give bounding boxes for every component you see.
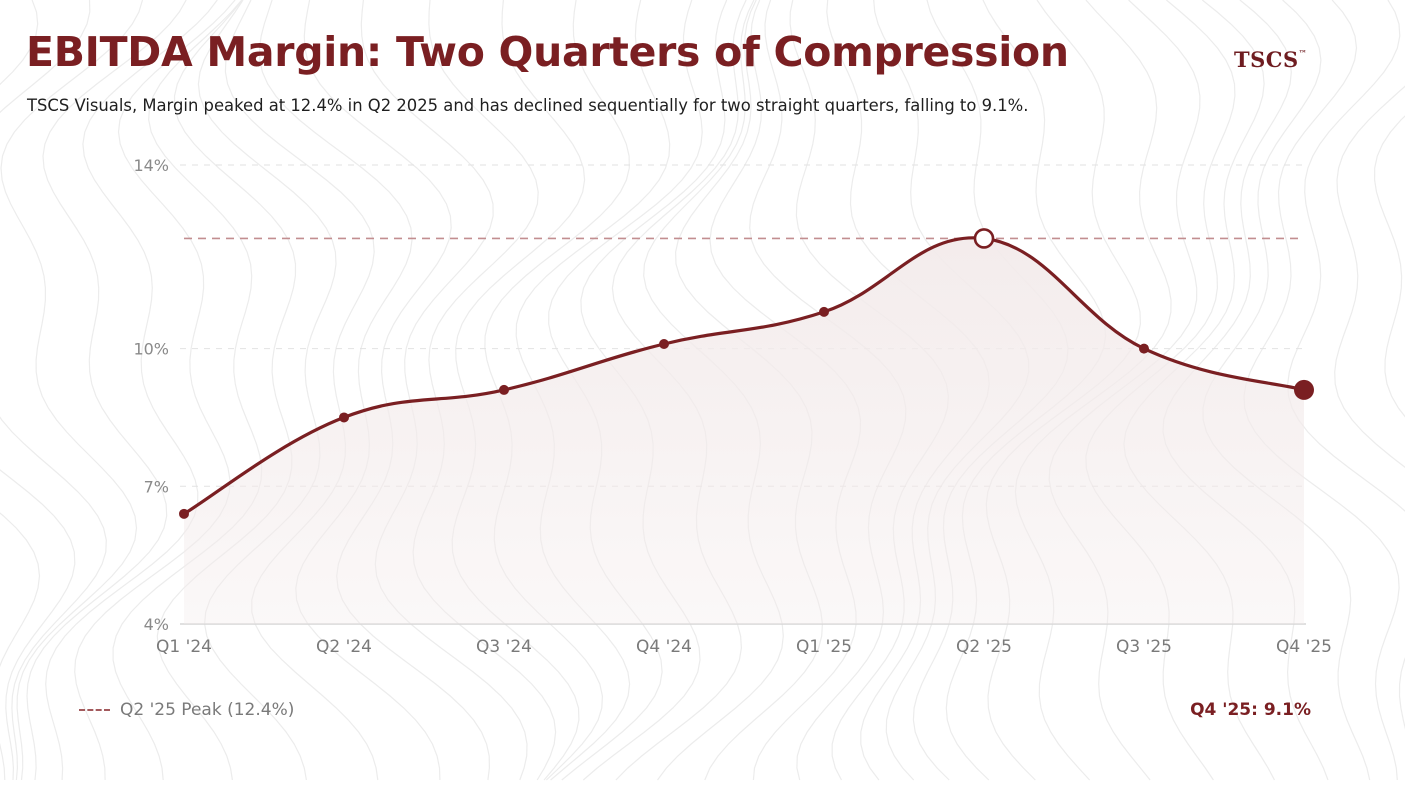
logo-text: TSCS <box>1234 47 1299 72</box>
x-tick-label-7: Q4 '25 <box>1276 637 1332 657</box>
data-point-1 <box>339 412 349 423</box>
x-tick-label-3: Q4 '24 <box>636 637 692 657</box>
trademark-mark: ™ <box>1298 48 1308 58</box>
latest-value-callout: Q4 '25: 9.1% <box>1190 700 1311 720</box>
peak-marker <box>973 228 995 249</box>
latest-marker <box>1294 379 1314 400</box>
chart-subtitle: TSCS Visuals, Margin peaked at 12.4% in … <box>27 96 1029 115</box>
x-tick-label-2: Q3 '24 <box>476 637 532 657</box>
x-tick-label-4: Q1 '25 <box>796 637 852 657</box>
data-point-4 <box>819 306 829 317</box>
y-tick-label-2: 7% <box>144 477 169 496</box>
tscs-logo: TSCS™ <box>1234 47 1307 72</box>
legend-label-peak: Q2 '25 Peak (12.4%) <box>120 700 295 720</box>
x-tick-label-1: Q2 '24 <box>316 637 372 657</box>
data-point-6 <box>1139 343 1149 354</box>
x-tick-label-6: Q3 '25 <box>1116 637 1172 657</box>
series-line <box>182 236 1306 516</box>
y-tick-label-1: 10% <box>133 340 169 359</box>
legend: Q2 '25 Peak (12.4%) <box>79 700 294 720</box>
data-point-2 <box>499 384 509 395</box>
x-tick-label-5: Q2 '25 <box>956 637 1012 657</box>
area-fill <box>184 237 1304 624</box>
x-tick-label-0: Q1 '24 <box>156 637 212 657</box>
data-point-0 <box>179 508 189 519</box>
dashed-line-icon <box>79 709 110 711</box>
chart-title: EBITDA Margin: Two Quarters of Compressi… <box>26 28 1069 76</box>
data-point-3 <box>659 339 669 350</box>
y-tick-label-0: 14% <box>133 156 169 175</box>
y-tick-label-3: 4% <box>144 615 169 634</box>
